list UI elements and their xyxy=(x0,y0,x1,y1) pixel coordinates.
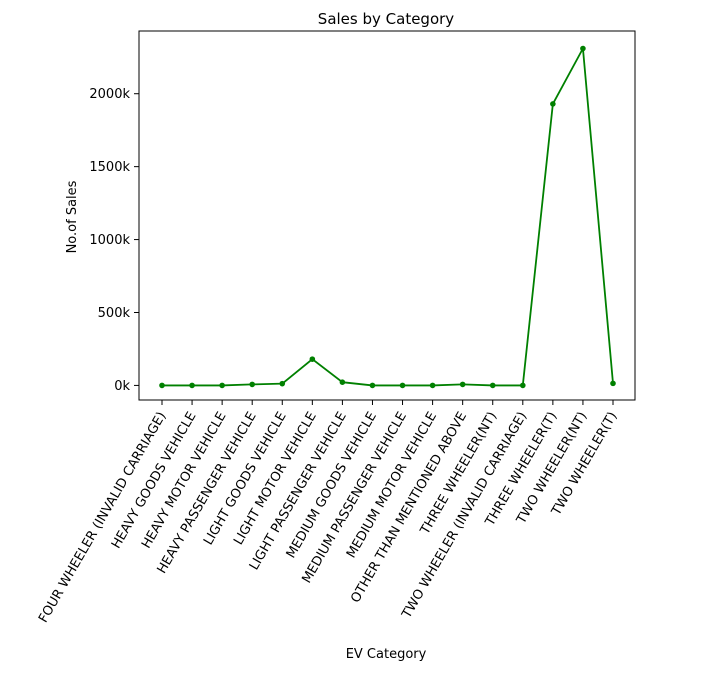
data-point xyxy=(429,382,436,389)
data-point xyxy=(219,382,225,389)
data-point xyxy=(459,381,466,388)
y-tick-label: 2000k xyxy=(89,87,130,102)
y-tick-label: 1000k xyxy=(89,233,130,248)
data-point xyxy=(309,356,316,362)
data-point xyxy=(189,382,195,389)
data-point xyxy=(489,382,496,389)
plot-frame xyxy=(138,30,636,401)
x-axis-label: EV Category xyxy=(346,647,427,662)
data-point xyxy=(550,101,556,107)
y-tick-label: 1500k xyxy=(89,160,130,175)
data-point xyxy=(339,379,346,386)
data-point xyxy=(399,382,406,389)
y-axis-label: No.of Sales xyxy=(65,180,80,253)
data-point xyxy=(279,380,286,387)
data-point xyxy=(159,382,165,389)
data-point xyxy=(610,380,616,387)
ticks-layer: 0k 500k 1000k 1500k 2000k FOUR WHEELER (INVAL… xyxy=(36,87,620,625)
series-layer xyxy=(159,45,616,389)
data-point xyxy=(249,381,255,388)
series-line xyxy=(162,45,614,387)
chart-title: Sales by Category xyxy=(318,10,455,28)
data-point xyxy=(369,382,376,389)
y-tick-label: 0k xyxy=(114,379,130,394)
x-tick-label: FOUR WHEELER (INVALID CARRIAGE) xyxy=(36,410,169,626)
y-tick-label: 500k xyxy=(98,306,131,321)
data-point xyxy=(520,382,526,389)
data-point xyxy=(580,45,586,52)
